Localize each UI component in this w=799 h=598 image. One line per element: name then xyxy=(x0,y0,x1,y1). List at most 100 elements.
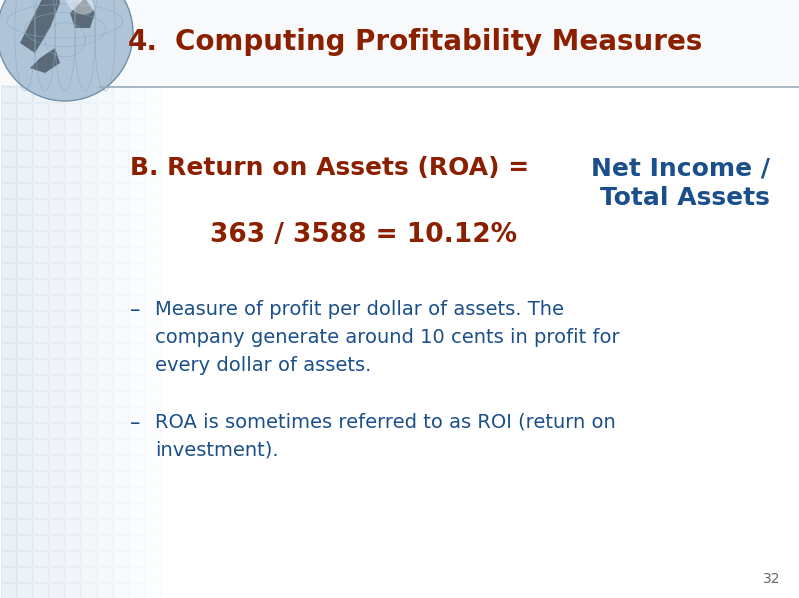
FancyBboxPatch shape xyxy=(97,502,112,517)
FancyBboxPatch shape xyxy=(129,230,144,246)
FancyBboxPatch shape xyxy=(97,246,112,261)
FancyBboxPatch shape xyxy=(1,166,15,182)
FancyBboxPatch shape xyxy=(129,166,144,182)
FancyBboxPatch shape xyxy=(113,87,128,102)
FancyBboxPatch shape xyxy=(17,438,31,453)
FancyBboxPatch shape xyxy=(97,327,112,341)
FancyBboxPatch shape xyxy=(49,374,63,389)
FancyBboxPatch shape xyxy=(17,407,31,422)
FancyBboxPatch shape xyxy=(1,279,15,294)
FancyBboxPatch shape xyxy=(33,87,47,102)
FancyBboxPatch shape xyxy=(17,246,31,261)
FancyBboxPatch shape xyxy=(33,343,47,358)
FancyBboxPatch shape xyxy=(65,502,79,517)
FancyBboxPatch shape xyxy=(33,407,47,422)
FancyBboxPatch shape xyxy=(145,487,160,502)
FancyBboxPatch shape xyxy=(65,390,79,405)
FancyBboxPatch shape xyxy=(65,358,79,374)
FancyBboxPatch shape xyxy=(129,582,144,597)
FancyBboxPatch shape xyxy=(129,135,144,150)
FancyBboxPatch shape xyxy=(81,566,96,581)
FancyBboxPatch shape xyxy=(113,166,128,182)
FancyBboxPatch shape xyxy=(97,438,112,453)
FancyBboxPatch shape xyxy=(17,518,31,533)
FancyBboxPatch shape xyxy=(49,263,63,277)
FancyBboxPatch shape xyxy=(129,182,144,197)
Text: Measure of profit per dollar of assets. The
company generate around 10 cents in : Measure of profit per dollar of assets. … xyxy=(155,300,620,375)
FancyBboxPatch shape xyxy=(97,263,112,277)
FancyBboxPatch shape xyxy=(33,102,47,117)
Circle shape xyxy=(2,0,127,95)
FancyBboxPatch shape xyxy=(113,471,128,486)
FancyBboxPatch shape xyxy=(1,358,15,374)
FancyBboxPatch shape xyxy=(1,230,15,246)
FancyBboxPatch shape xyxy=(129,374,144,389)
FancyBboxPatch shape xyxy=(65,327,79,341)
FancyBboxPatch shape xyxy=(17,374,31,389)
FancyBboxPatch shape xyxy=(33,327,47,341)
FancyBboxPatch shape xyxy=(1,135,15,150)
FancyBboxPatch shape xyxy=(1,423,15,438)
FancyBboxPatch shape xyxy=(33,230,47,246)
FancyBboxPatch shape xyxy=(17,566,31,581)
FancyBboxPatch shape xyxy=(97,135,112,150)
Circle shape xyxy=(8,0,121,90)
FancyBboxPatch shape xyxy=(113,438,128,453)
FancyBboxPatch shape xyxy=(113,263,128,277)
FancyBboxPatch shape xyxy=(0,0,799,85)
FancyBboxPatch shape xyxy=(33,246,47,261)
Text: 4.: 4. xyxy=(128,29,158,56)
FancyBboxPatch shape xyxy=(113,71,128,86)
FancyBboxPatch shape xyxy=(33,438,47,453)
FancyBboxPatch shape xyxy=(65,566,79,581)
FancyBboxPatch shape xyxy=(33,518,47,533)
FancyBboxPatch shape xyxy=(97,215,112,230)
FancyBboxPatch shape xyxy=(49,535,63,550)
FancyBboxPatch shape xyxy=(97,582,112,597)
FancyBboxPatch shape xyxy=(129,263,144,277)
FancyBboxPatch shape xyxy=(1,263,15,277)
FancyBboxPatch shape xyxy=(65,87,79,102)
FancyBboxPatch shape xyxy=(113,423,128,438)
FancyBboxPatch shape xyxy=(17,423,31,438)
FancyBboxPatch shape xyxy=(129,279,144,294)
FancyBboxPatch shape xyxy=(129,54,144,69)
FancyBboxPatch shape xyxy=(33,151,47,166)
FancyBboxPatch shape xyxy=(17,279,31,294)
FancyBboxPatch shape xyxy=(17,358,31,374)
FancyBboxPatch shape xyxy=(49,423,63,438)
FancyBboxPatch shape xyxy=(81,294,96,310)
FancyBboxPatch shape xyxy=(49,310,63,325)
FancyBboxPatch shape xyxy=(49,582,63,597)
Circle shape xyxy=(54,22,77,44)
FancyBboxPatch shape xyxy=(65,54,79,69)
FancyBboxPatch shape xyxy=(65,551,79,566)
FancyBboxPatch shape xyxy=(97,390,112,405)
FancyBboxPatch shape xyxy=(33,182,47,197)
FancyBboxPatch shape xyxy=(1,310,15,325)
FancyBboxPatch shape xyxy=(33,535,47,550)
FancyBboxPatch shape xyxy=(1,199,15,213)
FancyBboxPatch shape xyxy=(1,215,15,230)
FancyBboxPatch shape xyxy=(1,518,15,533)
FancyBboxPatch shape xyxy=(97,294,112,310)
FancyBboxPatch shape xyxy=(65,118,79,133)
FancyBboxPatch shape xyxy=(65,102,79,117)
FancyBboxPatch shape xyxy=(81,327,96,341)
FancyBboxPatch shape xyxy=(1,294,15,310)
Circle shape xyxy=(31,0,99,67)
FancyBboxPatch shape xyxy=(81,310,96,325)
Text: –: – xyxy=(130,413,141,433)
FancyBboxPatch shape xyxy=(65,279,79,294)
FancyBboxPatch shape xyxy=(81,535,96,550)
FancyBboxPatch shape xyxy=(97,566,112,581)
FancyBboxPatch shape xyxy=(1,502,15,517)
FancyBboxPatch shape xyxy=(81,215,96,230)
FancyBboxPatch shape xyxy=(145,502,160,517)
FancyBboxPatch shape xyxy=(145,230,160,246)
FancyBboxPatch shape xyxy=(49,327,63,341)
FancyBboxPatch shape xyxy=(49,358,63,374)
FancyBboxPatch shape xyxy=(145,423,160,438)
FancyBboxPatch shape xyxy=(145,246,160,261)
FancyBboxPatch shape xyxy=(33,294,47,310)
